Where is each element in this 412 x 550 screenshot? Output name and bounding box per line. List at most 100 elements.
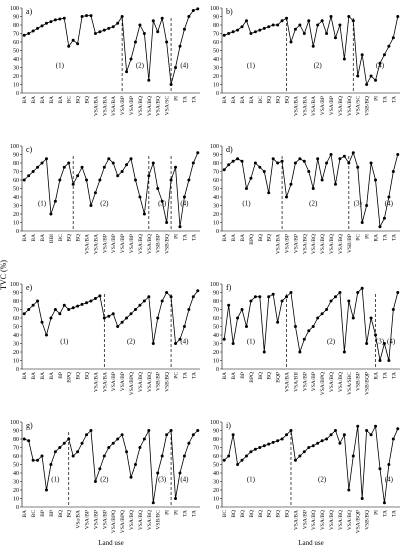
- data-point: [120, 433, 124, 437]
- data-point: [240, 25, 244, 29]
- data-point: [329, 433, 333, 437]
- x-tick-label: BA: [49, 96, 55, 104]
- data-point: [240, 159, 244, 163]
- data-point: [378, 359, 382, 362]
- data-point: [285, 195, 289, 199]
- data-point: [67, 44, 71, 48]
- data-point: [93, 480, 97, 483]
- data-point: [138, 195, 142, 199]
- x-tick-label: BPQ: [249, 372, 255, 383]
- y-tick-label: 30: [13, 342, 19, 348]
- x-tick-label: VSA/BQ: [311, 510, 317, 530]
- x-tick-label: PI: [365, 234, 371, 239]
- data-point: [62, 441, 66, 445]
- y-tick-label: 100: [10, 144, 19, 150]
- data-point: [165, 221, 169, 224]
- data-point: [253, 30, 257, 34]
- data-point: [196, 7, 200, 11]
- x-tick-label: VSA/BQ: [147, 510, 153, 530]
- data-point: [298, 23, 302, 27]
- y-tick-label: 0: [216, 505, 219, 511]
- x-tick-label: VSA/BQ: [311, 234, 317, 254]
- y-tick-label: 90: [213, 15, 219, 21]
- y-tick-label: 100: [10, 282, 19, 288]
- data-point: [120, 15, 124, 18]
- data-point: [49, 212, 53, 216]
- x-tick-label: TA: [382, 234, 388, 241]
- y-tick-label: 70: [13, 308, 19, 314]
- zone-label: (2): [127, 338, 136, 346]
- data-point: [249, 32, 253, 35]
- data-point: [125, 163, 129, 167]
- y-tick-label: 30: [213, 342, 219, 348]
- data-point: [58, 312, 62, 316]
- y-tick-label: 60: [213, 454, 219, 460]
- x-tick-label: BA: [240, 234, 246, 242]
- panel-title: d): [226, 145, 233, 154]
- data-point: [98, 294, 102, 298]
- data-point: [160, 454, 164, 458]
- data-point: [347, 299, 351, 303]
- data-point: [31, 303, 35, 307]
- x-tick-label: TA: [182, 372, 188, 379]
- y-tick-label: 90: [213, 153, 219, 159]
- data-point: [236, 463, 240, 466]
- data-point: [325, 437, 329, 441]
- x-tick-label: VSA/BP: [285, 234, 291, 253]
- data-line: [23, 152, 199, 227]
- zone-label: (1): [60, 338, 69, 346]
- x-tick-label: VSA/SC: [356, 96, 362, 116]
- y-tick-label: 90: [213, 429, 219, 435]
- data-point: [342, 57, 346, 61]
- data-point: [391, 308, 395, 311]
- x-tick-label: VSA/BA: [85, 234, 91, 254]
- data-point: [142, 32, 146, 35]
- panel-title: e): [26, 283, 33, 292]
- data-point: [31, 170, 35, 173]
- x-tick-label: VSA/BQ: [338, 96, 344, 116]
- data-point: [378, 467, 382, 471]
- data-point: [98, 467, 102, 471]
- x-tick-label: BQP: [276, 372, 282, 383]
- y-tick-label: 60: [13, 316, 19, 322]
- y-tick-label: 0: [216, 367, 219, 373]
- x-axis-label: Land use: [298, 539, 323, 547]
- x-tick-label: BC: [258, 96, 264, 104]
- data-line: [24, 429, 199, 503]
- data-point: [262, 26, 266, 30]
- data-point: [129, 312, 133, 316]
- x-tick-label: VSA/BQ: [138, 372, 144, 392]
- x-tick-label: BP: [40, 510, 46, 517]
- data-point: [116, 21, 120, 25]
- data-point: [129, 157, 133, 161]
- y-axis-label: TVC (%): [0, 260, 8, 290]
- zone-label: (2): [314, 62, 323, 70]
- data-point: [307, 329, 311, 333]
- data-point: [93, 191, 97, 195]
- y-tick-label: 60: [13, 454, 19, 460]
- zone-label: (4): [180, 338, 189, 346]
- data-point: [231, 342, 235, 345]
- data-point: [356, 291, 360, 294]
- y-tick-label: 10: [13, 359, 19, 365]
- data-point: [62, 165, 66, 169]
- data-point: [276, 23, 280, 27]
- data-point: [236, 28, 240, 32]
- x-tick-label: VSA/BA: [111, 96, 117, 116]
- x-tick-label: BQ: [267, 234, 273, 242]
- y-tick-label: 100: [210, 6, 219, 12]
- y-tick-label: 70: [13, 170, 19, 176]
- data-point: [67, 308, 71, 311]
- x-tick-label: PI: [374, 96, 380, 101]
- data-point: [316, 441, 320, 445]
- data-point: [58, 17, 62, 21]
- data-point: [80, 15, 84, 18]
- x-tick-label: VSA/BA: [302, 96, 308, 116]
- data-point: [178, 44, 182, 48]
- x-tick-label: BA: [231, 372, 237, 380]
- data-point: [302, 450, 306, 454]
- data-point: [298, 350, 302, 354]
- x-tick-label: TA: [391, 234, 397, 241]
- x-tick-label: VSA/BP: [311, 372, 317, 391]
